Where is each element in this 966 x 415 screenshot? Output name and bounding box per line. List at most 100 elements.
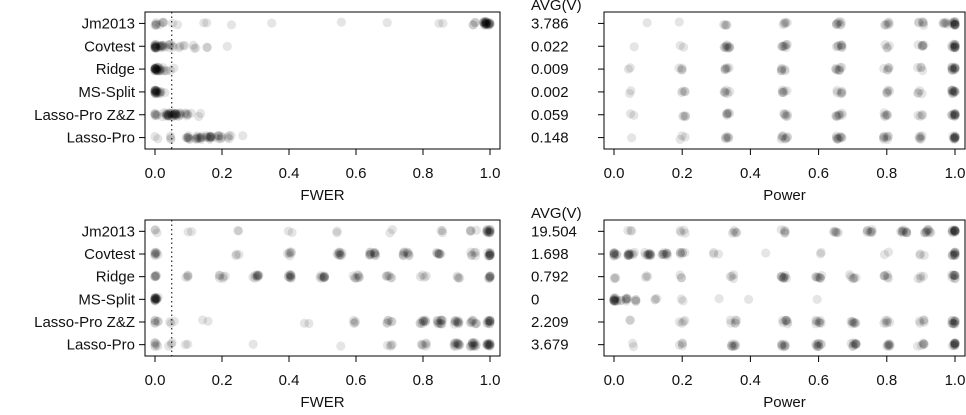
data-point (175, 109, 185, 119)
data-point (437, 225, 448, 236)
data-point (201, 131, 211, 141)
data-point (777, 132, 787, 142)
data-point (943, 19, 953, 29)
data-point (950, 225, 960, 236)
data-point (644, 250, 654, 261)
data-point (252, 270, 262, 280)
data-point (918, 271, 928, 281)
data-point (811, 319, 821, 329)
data-point (166, 339, 176, 349)
data-point (709, 247, 719, 258)
data-point (173, 111, 183, 122)
data-point (483, 339, 493, 349)
data-point (217, 133, 227, 143)
data-point (163, 111, 174, 121)
data-point (150, 88, 160, 98)
data-point (151, 111, 161, 121)
data-point (153, 316, 163, 326)
data-point (483, 248, 493, 258)
data-point (724, 108, 735, 118)
data-point (879, 271, 889, 281)
data-point (919, 339, 929, 349)
data-point (207, 132, 217, 142)
data-point (831, 131, 841, 141)
data-point (164, 108, 174, 118)
data-point (399, 247, 409, 257)
data-point (163, 110, 173, 120)
data-point (178, 41, 188, 51)
data-point (836, 87, 846, 98)
data-point (948, 19, 958, 29)
data-point (213, 131, 223, 141)
data-point (677, 65, 687, 75)
data-point (921, 226, 931, 236)
data-point (151, 42, 161, 52)
avg-value: 0.002 (531, 84, 569, 101)
data-point (485, 316, 495, 326)
data-point (677, 341, 687, 351)
data-point (151, 64, 161, 75)
data-point (947, 250, 957, 261)
data-point (150, 315, 160, 326)
data-point (777, 85, 787, 95)
data-point (950, 247, 960, 257)
data-point (884, 339, 894, 349)
data-point (950, 338, 960, 348)
data-point (382, 18, 392, 28)
data-point (254, 270, 264, 280)
data-point (196, 133, 206, 143)
data-point (947, 315, 958, 326)
data-point (918, 40, 928, 51)
data-point (674, 17, 684, 27)
data-point (610, 272, 620, 283)
data-point (628, 250, 639, 260)
data-point (483, 228, 493, 238)
data-point (817, 270, 827, 281)
data-point (662, 249, 672, 259)
data-point (815, 273, 825, 283)
data-point (629, 110, 639, 120)
data-point (484, 19, 494, 29)
data-point (193, 132, 203, 142)
data-point (948, 133, 959, 144)
data-point (485, 224, 495, 234)
data-point (181, 272, 191, 282)
data-point (181, 133, 191, 143)
data-point (709, 249, 719, 259)
data-point (485, 271, 495, 282)
data-point (650, 294, 660, 304)
data-point (722, 131, 732, 141)
data-point (722, 20, 732, 30)
data-point (950, 338, 960, 348)
data-point (160, 42, 170, 52)
data-point (919, 250, 929, 260)
data-point (778, 318, 788, 328)
data-point (465, 226, 476, 237)
data-point (916, 131, 926, 142)
data-point (724, 42, 734, 52)
data-point (780, 110, 790, 120)
data-point (730, 341, 741, 351)
data-point (164, 43, 174, 53)
x-tick-label: 0.0 (604, 372, 625, 389)
data-point (731, 228, 741, 238)
data-point (183, 272, 193, 282)
data-point (832, 65, 842, 75)
data-point (680, 247, 690, 258)
data-point (835, 109, 845, 119)
data-point (609, 295, 619, 305)
data-point (881, 132, 891, 142)
avg-value: 19.504 (531, 223, 577, 240)
data-point (780, 270, 790, 280)
data-point (150, 341, 160, 352)
data-point (950, 270, 960, 281)
data-point (157, 17, 167, 27)
data-point (609, 296, 619, 306)
data-point (811, 272, 821, 282)
data-point (160, 88, 170, 98)
data-point (628, 338, 638, 348)
x-tick-label: 0.8 (413, 372, 434, 389)
data-point (837, 62, 847, 73)
data-point (950, 133, 960, 143)
data-point (949, 17, 959, 28)
